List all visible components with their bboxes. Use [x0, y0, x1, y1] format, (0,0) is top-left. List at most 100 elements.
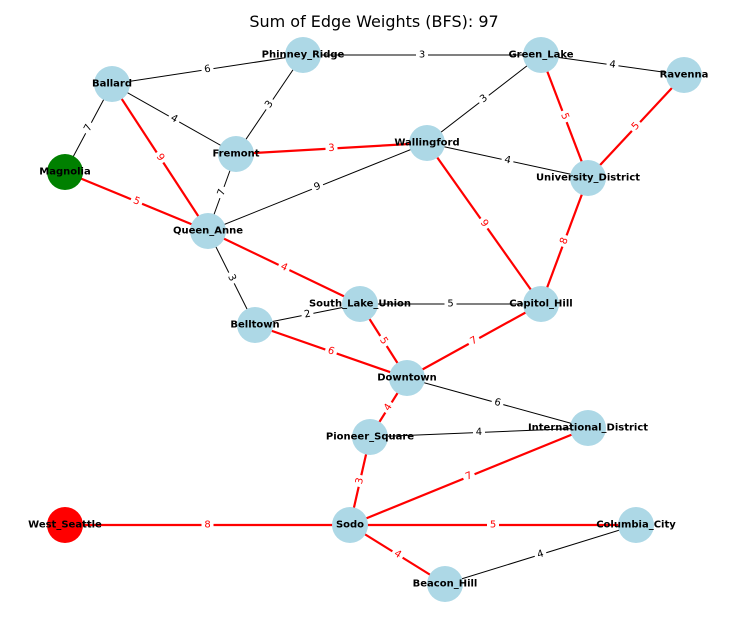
- edge-weight-label: 8: [555, 232, 574, 250]
- node-label-Green_Lake: Green_Lake: [508, 50, 573, 61]
- edge-weight-label: 7: [465, 331, 483, 351]
- edge-weight-text: 5: [377, 335, 390, 346]
- node-label-Queen_Anne: Queen_Anne: [173, 226, 243, 237]
- edge-weight-text: 4: [392, 548, 403, 561]
- node-Sodo: [332, 507, 368, 543]
- edge-weight-label: 7: [213, 184, 231, 201]
- edge-weight-text: 4: [169, 113, 180, 126]
- node-Green_Lake: [523, 37, 559, 73]
- edge-weight-text: 3: [478, 93, 490, 106]
- edge-weight-label: 8: [201, 518, 214, 532]
- edge-weight-text: 4: [536, 548, 545, 560]
- edge-weight-label: 4: [500, 152, 515, 169]
- edge-weight-label: 5: [626, 117, 646, 136]
- node-label-Wallingford: Wallingford: [394, 138, 459, 149]
- node-Wallingford: [409, 125, 445, 161]
- edge-weight-text: 5: [490, 520, 496, 531]
- node-Magnolia: [47, 154, 83, 190]
- edge-weight-text: 3: [354, 477, 366, 486]
- edge-weight-label: 6: [200, 61, 215, 78]
- node-University_District: [570, 160, 606, 196]
- edge-weight-label: 3: [325, 141, 338, 156]
- node-label-University_District: University_District: [536, 173, 640, 184]
- node-International_District: [570, 410, 606, 446]
- edge-weight-label: 9: [150, 148, 170, 167]
- node-label-Pioneer_Square: Pioneer_Square: [326, 432, 414, 443]
- edge-weight-text: 9: [478, 218, 491, 230]
- edges-layer: [64, 54, 685, 585]
- edge-weight-text: 2: [303, 308, 311, 320]
- edge-weight-label: 4: [532, 546, 549, 563]
- node-Columbia_City: [618, 507, 654, 543]
- edge-weight-label: 5: [555, 108, 574, 125]
- node-label-Belltown: Belltown: [230, 320, 279, 331]
- edge-weight-label: 3: [222, 269, 241, 287]
- edge-weight-label: 4: [472, 425, 486, 440]
- edge-weight-text: 5: [558, 112, 571, 122]
- edge-weight-text: 4: [609, 59, 617, 71]
- edge-weight-label: 3: [474, 89, 494, 109]
- edge-weight-label: 4: [275, 258, 293, 277]
- edge-weight-text: 5: [131, 195, 141, 208]
- edge-weight-text: 5: [447, 299, 453, 310]
- edge-weight-text: 9: [312, 181, 322, 194]
- edge-weight-text: 7: [469, 335, 480, 348]
- node-label-Capitol_Hill: Capitol_Hill: [509, 299, 572, 310]
- node-label-Fremont: Fremont: [212, 149, 259, 160]
- edge-weight-label: 3: [351, 473, 369, 489]
- edge-weight-text: 6: [204, 64, 212, 76]
- node-label-Ravenna: Ravenna: [660, 70, 709, 81]
- edge-weight-text: 3: [419, 50, 425, 61]
- node-Capitol_Hill: [523, 286, 559, 322]
- node-label-Phinney_Ridge: Phinney_Ridge: [262, 50, 345, 61]
- node-label-South_Lake_Union: South_Lake_Union: [309, 299, 411, 310]
- node-label-Columbia_City: Columbia_City: [596, 520, 676, 531]
- edge-weight-text: 3: [225, 273, 238, 284]
- node-label-Sodo: Sodo: [336, 520, 364, 531]
- node-label-International_District: International_District: [528, 423, 648, 434]
- node-label-Ballard: Ballard: [92, 79, 132, 90]
- edge-weight-label: 6: [323, 342, 339, 361]
- edge-weight-label: 9: [309, 178, 326, 196]
- edge-weight-text: 4: [503, 154, 512, 166]
- edge-weight-text: 3: [328, 143, 335, 154]
- edge-weight-text: 4: [476, 427, 483, 438]
- edge-weight-label: 5: [374, 332, 393, 350]
- edge-weight-label: 9: [474, 214, 494, 233]
- edge-weight-label: 3: [416, 48, 428, 62]
- node-Ballard: [94, 66, 130, 102]
- edge-weight-label: 7: [79, 119, 98, 137]
- edge-labels-layer: 6 4 7 9 3 3 4 3 5 5 3 7 4 9 9 8 5 4 3 5 2 5 7 6 6 4 4 3 7 8 5 4 4: [79, 48, 646, 564]
- edge-weight-text: 3: [263, 99, 276, 110]
- edge-weight-text: 9: [154, 152, 167, 163]
- edge-weight-label: 4: [165, 109, 183, 129]
- edge-weight-text: 4: [279, 261, 290, 274]
- node-Pioneer_Square: [352, 419, 388, 455]
- node-West_Seattle: [47, 507, 83, 543]
- node-Phinney_Ridge: [285, 37, 321, 73]
- edge-weight-text: 8: [204, 520, 210, 531]
- node-Queen_Anne: [190, 213, 226, 249]
- edge-weight-label: 4: [605, 57, 620, 73]
- node-label-Downtown: Downtown: [377, 373, 437, 384]
- edge-weight-text: 6: [326, 345, 336, 357]
- edge-weight-text: 7: [216, 188, 229, 198]
- edge-weight-label: 5: [128, 192, 145, 211]
- node-Beacon_Hill: [427, 566, 463, 602]
- node-Ravenna: [666, 57, 702, 93]
- node-label-Magnolia: Magnolia: [39, 167, 90, 178]
- edge-weight-text: 7: [82, 123, 95, 134]
- edge-weight-text: 4: [382, 402, 395, 413]
- edge-weight-label: 6: [489, 394, 506, 412]
- edge-weight-label: 7: [460, 467, 478, 486]
- edge-weight-text: 6: [493, 397, 502, 409]
- nodes-layer: Ballard Phinney_Ridge Green_Lake Ravenna Mag…: [28, 37, 708, 602]
- node-Fremont: [218, 136, 254, 172]
- edge-weight-label: 4: [388, 545, 407, 564]
- node-South_Lake_Union: [342, 286, 378, 322]
- edge-weight-text: 8: [558, 236, 571, 246]
- graph-title: Sum of Edge Weights (BFS): 97: [249, 12, 498, 31]
- node-label-West_Seattle: West_Seattle: [28, 520, 102, 531]
- node-label-Beacon_Hill: Beacon_Hill: [413, 579, 478, 590]
